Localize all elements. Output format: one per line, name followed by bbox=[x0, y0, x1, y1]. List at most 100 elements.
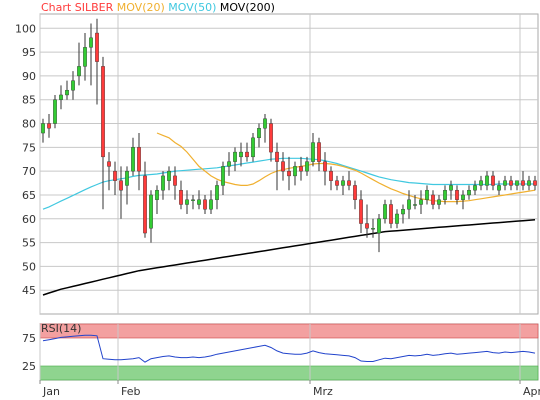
candle bbox=[233, 147, 237, 172]
candle bbox=[227, 152, 231, 176]
candle-body bbox=[263, 118, 267, 129]
candle bbox=[155, 185, 159, 214]
candle-body bbox=[437, 199, 441, 205]
candle bbox=[125, 166, 129, 205]
candle-body bbox=[107, 161, 111, 167]
x-axis: Jan Feb Mrz Apr bbox=[39, 380, 540, 398]
candle bbox=[449, 180, 453, 200]
candle-body bbox=[233, 151, 237, 162]
candle bbox=[527, 175, 531, 191]
candle bbox=[503, 175, 507, 191]
candle-body bbox=[83, 47, 87, 67]
candle bbox=[521, 171, 525, 191]
candle bbox=[119, 166, 123, 219]
candle bbox=[149, 190, 153, 243]
candle bbox=[245, 142, 249, 162]
candle-body bbox=[353, 185, 357, 200]
candle bbox=[275, 142, 279, 191]
candle bbox=[323, 152, 327, 186]
candle bbox=[497, 180, 501, 195]
candle-body bbox=[533, 180, 537, 186]
candle-body bbox=[479, 180, 483, 186]
candle-body bbox=[401, 209, 405, 215]
candle bbox=[365, 204, 369, 238]
candle-body bbox=[161, 175, 165, 191]
candle bbox=[197, 190, 201, 210]
candle-body bbox=[431, 194, 435, 205]
price-panel: 45 50 55 60 65 70 75 80 85 90 95 100 bbox=[15, 13, 539, 315]
candle-body bbox=[203, 199, 207, 210]
candle bbox=[239, 142, 243, 167]
candle-body bbox=[497, 185, 501, 191]
candle-body bbox=[389, 204, 393, 224]
rsi-y-tick-label: 75 bbox=[22, 332, 36, 345]
candle-body bbox=[317, 142, 321, 162]
candle bbox=[347, 171, 351, 191]
candle bbox=[215, 180, 219, 210]
legend-entry: Chart SILBER bbox=[41, 1, 114, 14]
candle bbox=[137, 133, 141, 191]
rsi-oversold-band bbox=[39, 365, 539, 381]
candle bbox=[341, 175, 345, 195]
candle bbox=[53, 94, 57, 129]
x-tick-label: Feb bbox=[121, 385, 140, 398]
candle-body bbox=[521, 180, 525, 186]
candle bbox=[425, 185, 429, 205]
candle-body bbox=[371, 228, 375, 230]
candle-body bbox=[491, 175, 495, 186]
candle-body bbox=[461, 194, 465, 200]
candle-body bbox=[47, 123, 51, 129]
candle bbox=[47, 114, 51, 138]
x-tick-label: Mrz bbox=[313, 385, 333, 398]
candle-body bbox=[245, 151, 249, 158]
candle-body bbox=[341, 180, 345, 186]
candle-body bbox=[449, 185, 453, 191]
candle bbox=[329, 166, 333, 191]
candle-body bbox=[503, 180, 507, 186]
candle-body bbox=[467, 189, 471, 196]
candle-body bbox=[311, 142, 315, 162]
candle-body bbox=[335, 180, 339, 186]
candle-body bbox=[167, 170, 171, 181]
candle-body bbox=[281, 161, 285, 172]
candle bbox=[335, 175, 339, 191]
candle-body bbox=[143, 175, 147, 234]
candle-body bbox=[443, 189, 447, 200]
candle-body bbox=[185, 199, 189, 205]
legend-entry: MOV(200) bbox=[216, 1, 275, 14]
candle-body bbox=[509, 180, 513, 186]
candle-body bbox=[287, 170, 291, 177]
candle bbox=[437, 194, 441, 210]
candle bbox=[299, 156, 303, 181]
candle bbox=[401, 204, 405, 224]
candle bbox=[179, 180, 183, 210]
candle-body bbox=[269, 123, 273, 153]
candle-body bbox=[53, 99, 57, 124]
legend-text: Chart SILBER MOV(20) MOV(50) MOV(200) bbox=[41, 1, 275, 14]
candle-body bbox=[179, 189, 183, 205]
candle bbox=[515, 180, 519, 191]
candle bbox=[407, 190, 411, 219]
candle bbox=[533, 175, 537, 191]
candle-body bbox=[383, 204, 387, 219]
rsi-panel: 25 75 RSI(14) bbox=[22, 322, 539, 381]
candle-body bbox=[455, 189, 459, 200]
candle bbox=[293, 161, 297, 186]
y-tick-label: 80 bbox=[22, 118, 36, 131]
candle bbox=[173, 166, 177, 200]
candle-body bbox=[149, 194, 153, 229]
candle-body bbox=[173, 175, 177, 186]
candle-body bbox=[527, 180, 531, 186]
candle bbox=[59, 85, 63, 110]
candle bbox=[485, 171, 489, 191]
y-tick-label: 65 bbox=[22, 189, 36, 202]
rsi-title: RSI(14) bbox=[41, 322, 81, 335]
candle bbox=[353, 180, 357, 210]
candle bbox=[431, 190, 435, 210]
rsi-y-tick-label: 25 bbox=[22, 360, 36, 373]
candle bbox=[191, 194, 195, 210]
candle-body bbox=[377, 218, 381, 234]
y-tick-label: 50 bbox=[22, 260, 36, 273]
candle bbox=[317, 137, 321, 172]
candle bbox=[83, 33, 87, 81]
